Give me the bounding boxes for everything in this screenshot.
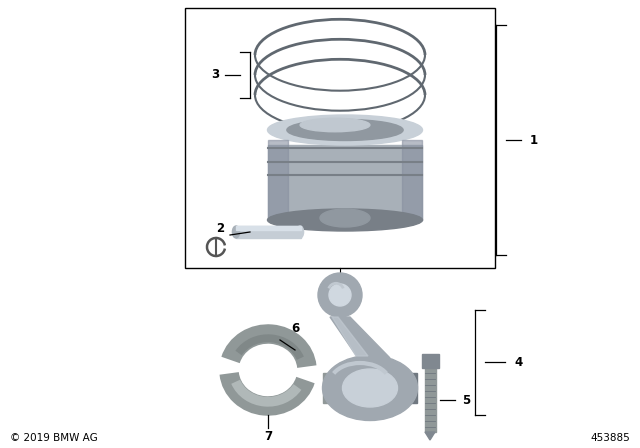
Polygon shape [425, 432, 435, 440]
Ellipse shape [300, 118, 370, 132]
Text: 7: 7 [264, 430, 272, 443]
Polygon shape [323, 373, 335, 403]
Polygon shape [332, 317, 368, 356]
Bar [236, 226, 301, 230]
Ellipse shape [268, 115, 422, 145]
Ellipse shape [268, 209, 422, 231]
Ellipse shape [323, 356, 417, 421]
Ellipse shape [329, 284, 351, 306]
Ellipse shape [296, 226, 303, 238]
Bar [422, 354, 439, 368]
Bar [236, 226, 301, 238]
Ellipse shape [318, 273, 362, 317]
Text: 2: 2 [216, 221, 224, 234]
Text: 453885: 453885 [590, 433, 630, 443]
Ellipse shape [287, 120, 403, 141]
Polygon shape [330, 317, 390, 358]
Polygon shape [402, 140, 422, 220]
Text: 5: 5 [462, 393, 470, 406]
Ellipse shape [320, 209, 370, 227]
Text: 3: 3 [211, 69, 219, 82]
Bar [425, 368, 436, 432]
Text: © 2019 BMW AG: © 2019 BMW AG [10, 433, 98, 443]
Polygon shape [268, 145, 422, 220]
Text: 1: 1 [530, 134, 538, 146]
Text: 4: 4 [514, 356, 522, 369]
Polygon shape [405, 373, 417, 403]
Polygon shape [268, 140, 288, 220]
Ellipse shape [232, 226, 239, 238]
Text: 6: 6 [291, 322, 299, 335]
Ellipse shape [342, 369, 397, 407]
Bar [185, 8, 495, 268]
